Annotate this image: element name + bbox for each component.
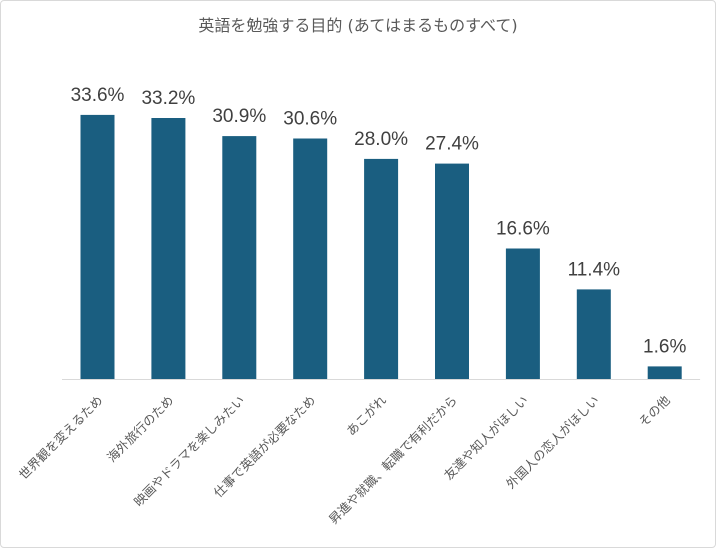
data-label: 27.4% bbox=[425, 134, 479, 155]
data-label: 30.9% bbox=[212, 106, 266, 127]
bar bbox=[647, 366, 682, 379]
bar bbox=[435, 163, 469, 379]
data-label: 1.6% bbox=[643, 336, 686, 357]
chart-title: 英語を勉強する目的 (あてはまるものすべて) bbox=[198, 16, 518, 35]
bar bbox=[364, 158, 399, 379]
bar bbox=[80, 114, 115, 380]
x-tick-label: 昇進や就職、転職で有利だから bbox=[326, 393, 460, 527]
x-tick-label: その他 bbox=[636, 392, 673, 429]
x-tick-label: 世界観を変えるため bbox=[16, 393, 106, 483]
data-label: 28.0% bbox=[354, 129, 408, 150]
bar bbox=[576, 289, 611, 379]
bar bbox=[293, 138, 328, 379]
data-label: 30.6% bbox=[283, 109, 337, 130]
data-label: 33.2% bbox=[141, 88, 195, 109]
x-tick-label: あこがれ bbox=[343, 392, 389, 438]
bar bbox=[222, 136, 257, 379]
x-tick-label: 海外旅行のため bbox=[104, 393, 176, 465]
data-label: 11.4% bbox=[568, 259, 621, 280]
bar bbox=[151, 118, 186, 379]
bar bbox=[505, 248, 540, 379]
data-label: 33.6% bbox=[71, 85, 125, 106]
data-label: 16.6% bbox=[496, 219, 550, 240]
